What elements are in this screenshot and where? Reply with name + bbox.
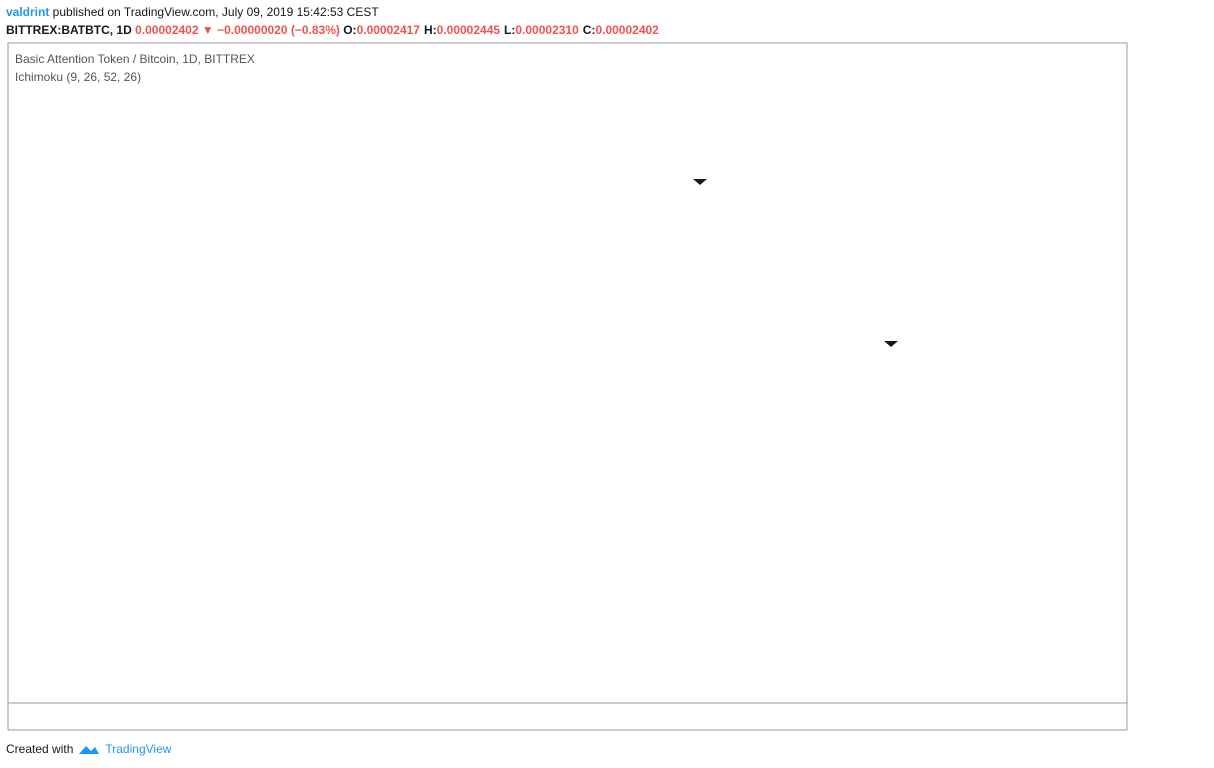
change: −0.00000020 (−0.83%) [217,23,340,37]
ohlc-value: 0.00002310 [515,23,579,37]
quote: 0.00002402 [135,23,199,37]
legend-indicator: Ichimoku (9, 26, 52, 26) [15,70,141,84]
symbol: BITTREX:BATBTC, 1D [6,23,132,37]
ohlc-value: 0.00002402 [595,23,659,37]
brand[interactable]: TradingView [105,742,172,756]
signal-arrow [884,341,898,347]
author[interactable]: valdrint [6,5,50,19]
ohlc-key: C: [582,23,596,37]
logo [79,746,100,754]
footer: Created with TradingView [6,742,171,756]
legend-symbol: Basic Attention Token / Bitcoin, 1D, BIT… [15,52,255,66]
ohlc-key: L: [504,23,516,37]
signal-arrow [693,179,707,185]
ohlc-key: O: [343,23,357,37]
publish-line: valdrint published on TradingView.com, J… [6,5,379,19]
direction: ▼ [201,23,214,37]
plot-area [7,42,1128,704]
ohlc-value: 0.00002445 [436,23,501,37]
ohlc: O:0.00002417 H:0.00002445 L:0.00002310 C:0.… [343,23,663,37]
ohlc-value: 0.00002417 [356,23,420,37]
created-with: Created with [6,742,74,756]
published: published on TradingView.com, July 09, 2… [49,5,379,19]
ohlc-key: H: [423,23,437,37]
quote-line: BITTREX:BATBTC, 1D 0.00002402 ▼ −0.00000… [6,23,663,37]
chart: Basic Attention Token / Bitcoin, 1D, BIT… [7,42,1128,731]
